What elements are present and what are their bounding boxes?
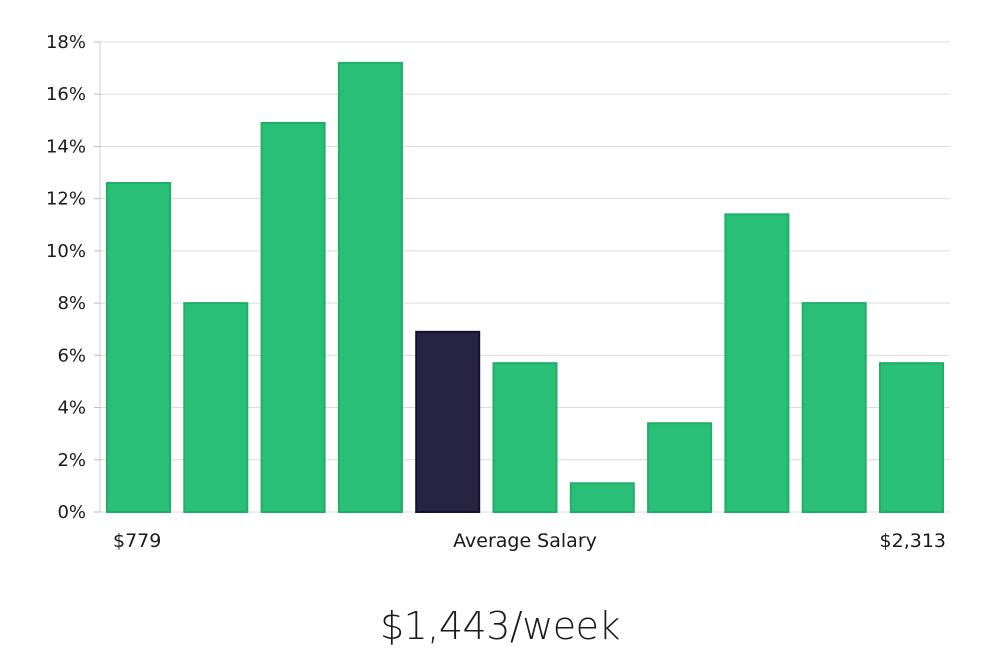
salary-histogram: 0% 2% 4% 6% 8% 10% 12% 14% 16% 18% $779 Average S… [46, 32, 950, 552]
x-label-min: $779 [113, 530, 161, 552]
y-tick-label: 8% [57, 293, 86, 314]
bar [801, 302, 867, 513]
y-tick-label: 0% [57, 502, 86, 523]
y-tick-label: 10% [46, 241, 86, 262]
bar [647, 422, 713, 514]
y-tick-label: 12% [46, 189, 86, 210]
y-axis-ticks: 0% 2% 4% 6% 8% 10% 12% 14% 16% 18% [46, 32, 100, 523]
bar [724, 213, 790, 513]
y-tick-label: 2% [57, 450, 86, 471]
bar [492, 362, 558, 513]
bar [337, 61, 403, 514]
average-salary-headline: $1,443/week [379, 604, 621, 648]
y-tick-label: 14% [46, 136, 86, 157]
bar [879, 362, 944, 513]
y-tick-label: 16% [46, 84, 86, 105]
y-tick-label: 18% [46, 32, 86, 53]
y-tick-label: 4% [57, 398, 86, 419]
x-label-average-salary: Average Salary [453, 530, 597, 552]
bars [106, 61, 944, 514]
bar [106, 182, 171, 513]
x-label-max: $2,313 [880, 530, 946, 552]
y-tick-label: 6% [57, 345, 86, 366]
bar [569, 482, 635, 513]
bar-average-salary [415, 330, 481, 514]
bar [260, 121, 326, 513]
bar [183, 302, 249, 513]
